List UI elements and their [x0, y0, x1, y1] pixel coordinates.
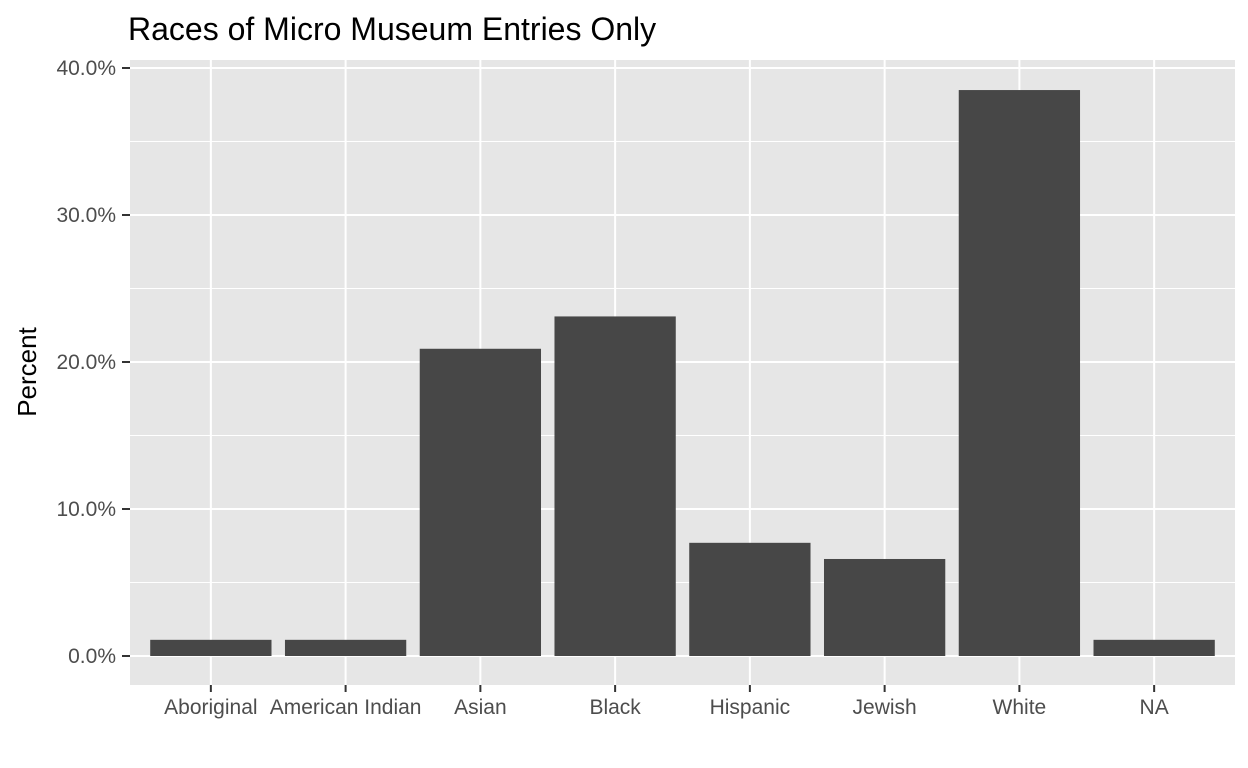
bar-white — [958, 90, 1081, 657]
x-tick-label: NA — [1140, 696, 1169, 719]
bar-hispanic — [689, 542, 811, 656]
x-tick-label: White — [993, 696, 1047, 719]
bar-black — [554, 316, 676, 656]
bar-asian — [419, 348, 542, 656]
x-tick-label: Black — [589, 696, 641, 719]
y-tick-label: 30.0% — [56, 204, 116, 227]
x-tick-label: Jewish — [853, 696, 917, 719]
x-tick-label: Asian — [454, 696, 507, 719]
chart-title: Races of Micro Museum Entries Only — [128, 11, 656, 47]
bars — [150, 90, 1215, 657]
y-tick-label: 20.0% — [56, 351, 116, 374]
bar-na — [1093, 639, 1215, 656]
x-tick-label: Hispanic — [710, 696, 791, 719]
bar-aboriginal — [150, 639, 272, 656]
x-axis: Aboriginal American Indian Asian Black Hispa… — [164, 685, 1169, 719]
y-axis-label: Percent — [12, 326, 42, 416]
x-tick-label: American Indian — [270, 696, 422, 719]
bar-jewish — [823, 558, 946, 656]
y-tick-label: 40.0% — [56, 57, 116, 80]
y-tick-label: 0.0% — [68, 645, 116, 668]
y-axis: 0.0% 10.0% 20.0% 30.0% 40.0% — [56, 57, 130, 668]
bar-american-indian — [284, 639, 407, 656]
y-tick-label: 10.0% — [56, 498, 116, 521]
x-tick-label: Aboriginal — [164, 696, 257, 719]
